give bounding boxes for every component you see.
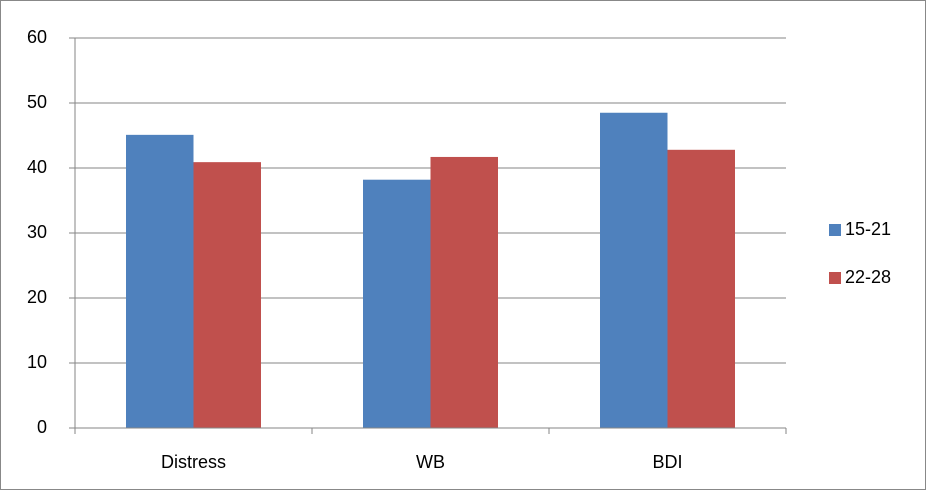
bar: [126, 134, 194, 428]
legend-swatch: [829, 224, 841, 236]
bar: [667, 149, 735, 429]
bar: [430, 156, 498, 428]
y-tick-label: 50: [27, 92, 47, 112]
legend-swatch: [829, 272, 841, 284]
y-tick-label: 30: [27, 222, 47, 242]
y-tick-label: 0: [37, 417, 47, 437]
x-tick-label: WB: [416, 452, 445, 472]
y-tick-label: 10: [27, 352, 47, 372]
bar: [363, 179, 431, 428]
y-tick-label: 60: [27, 27, 47, 47]
x-tick-label: Distress: [161, 452, 226, 472]
bar: [193, 162, 261, 428]
y-tick-label: 40: [27, 157, 47, 177]
legend-label: 22-28: [845, 267, 891, 287]
x-tick-label: BDI: [652, 452, 682, 472]
bar: [600, 112, 668, 428]
y-tick-label: 20: [27, 287, 47, 307]
legend-label: 15-21: [845, 219, 891, 239]
